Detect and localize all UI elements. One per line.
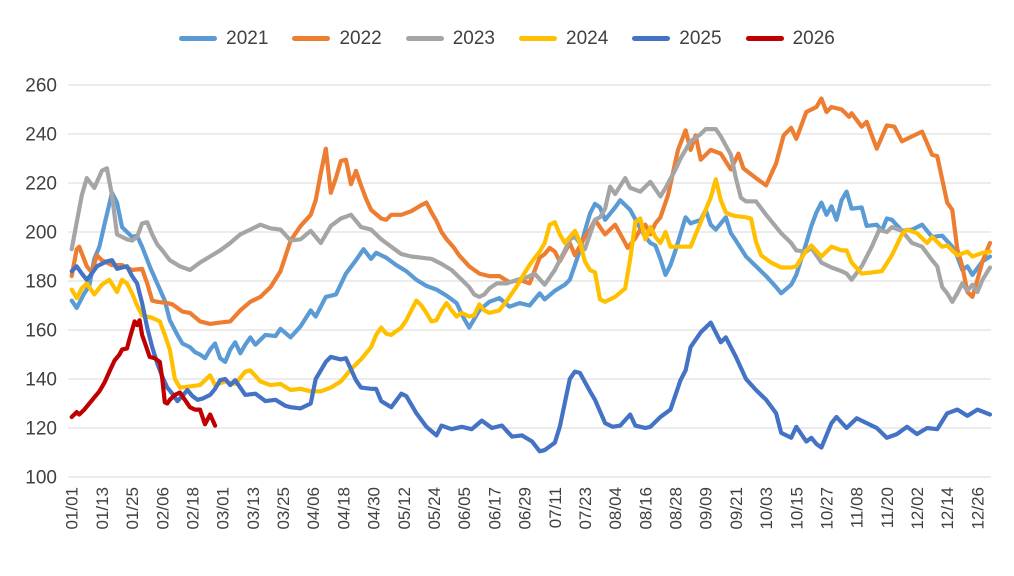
y-axis-tick-label: 200 — [25, 223, 57, 244]
x-axis-tick-label: 09/09 — [697, 487, 716, 530]
x-axis-tick-label: 11/08 — [848, 487, 867, 528]
series-line-2025 — [69, 258, 993, 454]
legend-label-2023: 2023 — [452, 27, 495, 49]
x-axis-tick-label: 03/13 — [244, 487, 263, 530]
series-line-2022 — [69, 96, 993, 326]
y-axis-tick-label: 180 — [25, 272, 57, 293]
legend-item-2021: 2021 — [179, 29, 268, 48]
series-line-2024 — [69, 177, 993, 394]
x-axis-tick-label: 10/15 — [787, 487, 806, 530]
legend-line-swatch-2024 — [519, 35, 557, 41]
legend-item-2024: 2024 — [519, 29, 608, 48]
y-axis-tick-label: 260 — [25, 76, 57, 97]
chart-legend: 2021 2022 2023 2024 2025 2026 — [0, 25, 1014, 51]
x-axis-tick-label: 06/17 — [485, 487, 504, 530]
y-axis-tick-label: 220 — [25, 174, 57, 195]
x-axis-tick-label: 10/03 — [757, 487, 776, 530]
y-axis-tick-label: 140 — [25, 370, 57, 391]
x-axis-tick-label: 07/23 — [576, 487, 595, 530]
x-axis-tick-label: 04/06 — [304, 487, 323, 530]
x-axis-tick-label: 01/13 — [93, 487, 112, 530]
x-axis-tick-label: 08/04 — [606, 487, 625, 530]
legend-label-2021: 2021 — [226, 27, 269, 49]
series-line-2026 — [69, 318, 218, 428]
legend-label-2024: 2024 — [566, 27, 609, 49]
x-axis-tick-label: 03/01 — [214, 487, 233, 530]
x-axis-tick-label: 06/29 — [516, 487, 535, 530]
legend-item-2026: 2026 — [745, 27, 835, 49]
x-axis-tick-label: 07/11 — [546, 487, 565, 528]
x-axis-tick-label: 10/27 — [818, 487, 837, 530]
legend-item-2023: 2023 — [405, 27, 495, 49]
legend-line-swatch-2022 — [292, 35, 331, 41]
legend-label-2026: 2026 — [792, 27, 835, 49]
y-axis-tick-label: 100 — [25, 468, 57, 489]
y-axis-tick-label: 160 — [25, 321, 57, 342]
x-axis-tick-label: 01/01 — [63, 487, 82, 530]
x-axis-tick-label: 03/25 — [274, 487, 293, 530]
series-line-2021 — [69, 189, 993, 364]
x-axis-tick-label: 08/16 — [636, 487, 655, 530]
legend-label-2022: 2022 — [339, 27, 382, 49]
y-axis-tick-label: 120 — [25, 419, 57, 440]
series-line-2023 — [69, 127, 993, 304]
legend-item-2022: 2022 — [292, 27, 382, 49]
x-axis-tick-label: 01/25 — [123, 487, 142, 530]
x-axis-tick-label: 12/26 — [968, 487, 987, 530]
x-axis-tick-label: 11/20 — [878, 487, 897, 528]
legend-line-swatch-2026 — [745, 35, 784, 41]
x-axis-tick-label: 12/14 — [938, 487, 957, 530]
x-axis-tick-label: 04/18 — [334, 487, 353, 530]
x-axis-tick-label: 06/05 — [455, 487, 474, 530]
x-axis-tick-label: 05/24 — [425, 487, 444, 530]
x-axis-tick-label: 12/02 — [908, 487, 927, 530]
x-axis-tick-label: 05/12 — [395, 487, 414, 530]
x-axis-tick-label: 08/28 — [667, 487, 686, 530]
x-axis-tick-label: 09/21 — [727, 487, 746, 530]
y-axis-tick-label: 240 — [25, 125, 57, 146]
legend-line-swatch-2023 — [405, 35, 444, 41]
legend-label-2025: 2025 — [679, 27, 722, 49]
legend-line-swatch-2021 — [179, 35, 218, 41]
x-axis-tick-label: 04/30 — [365, 487, 384, 530]
x-axis-tick-label: 02/18 — [184, 487, 203, 530]
legend-item-2025: 2025 — [632, 27, 722, 49]
x-axis-tick-label: 02/06 — [153, 487, 172, 530]
legend-line-swatch-2025 — [632, 35, 671, 41]
